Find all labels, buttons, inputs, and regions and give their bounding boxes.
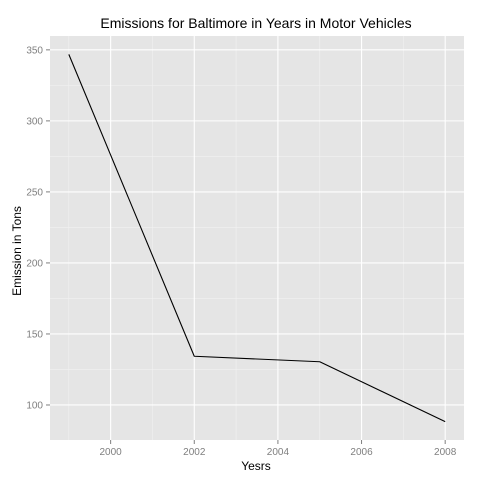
y-tick-label: 100 [26,400,43,411]
y-axis-title: Emission in Tons [10,206,24,296]
x-tick-label: 2000 [100,447,123,458]
y-tick-label: 150 [26,329,43,340]
plot-panel-background [50,36,464,440]
series-line [68,54,446,423]
y-tick-label: 200 [26,258,43,269]
x-tick-label: 2008 [434,447,457,458]
grid-lines [50,36,464,440]
chart-title: Emissions for Baltimore in Years in Moto… [100,15,411,31]
y-tick-label: 300 [26,116,43,127]
x-tick-label: 2002 [183,447,206,458]
y-tick-label: 250 [26,187,43,198]
x-tick-label: 2004 [267,447,290,458]
plot-panel [50,36,464,440]
x-tick-label: 2006 [350,447,373,458]
axes: 2000 2002 2004 2006 2008 100 150 200 250 300 350 [26,45,456,458]
x-axis-title: Yesrs [241,459,271,473]
data-series [68,54,446,423]
y-tick-label: 350 [26,45,43,56]
